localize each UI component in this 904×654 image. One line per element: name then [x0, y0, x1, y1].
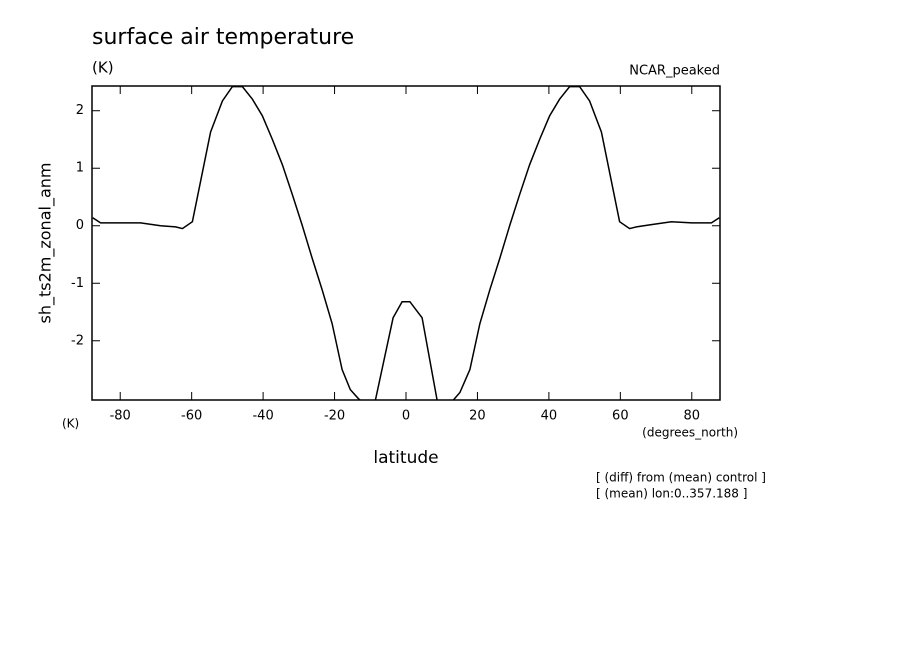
note: [ (diff) from (mean) control ]: [596, 471, 766, 485]
x-tick-label: 60: [612, 409, 629, 424]
y-axis-label: sh_ts2m_zonal_anm: [36, 163, 56, 324]
x-tick-label: -60: [181, 409, 202, 424]
x-units: (degrees_north): [642, 426, 738, 440]
x-tick-label: 40: [541, 409, 558, 424]
units: (K): [92, 59, 114, 77]
y-tick-label: 2: [76, 103, 84, 118]
y-tick-label: -1: [71, 276, 84, 291]
chart-title: surface air temperature: [92, 25, 354, 50]
x-tick-label: 0: [402, 409, 410, 424]
x-tick-label: -20: [324, 409, 345, 424]
y-tick-label: 0: [76, 218, 84, 233]
x-axis-label: latitude: [373, 448, 438, 468]
y-units: (K): [62, 417, 79, 431]
note: [ (mean) lon:0..357.188 ]: [596, 487, 747, 501]
subtitle: NCAR_peaked: [629, 64, 720, 79]
x-tick-label: -80: [110, 409, 131, 424]
x-tick-label: 20: [469, 409, 486, 424]
x-tick-label: -40: [252, 409, 273, 424]
y-tick-label: 1: [76, 161, 84, 176]
plot-frame: [91, 85, 721, 401]
x-tick-label: 80: [684, 409, 701, 424]
line: [92, 86, 720, 400]
y-tick-label: -2: [71, 333, 84, 348]
